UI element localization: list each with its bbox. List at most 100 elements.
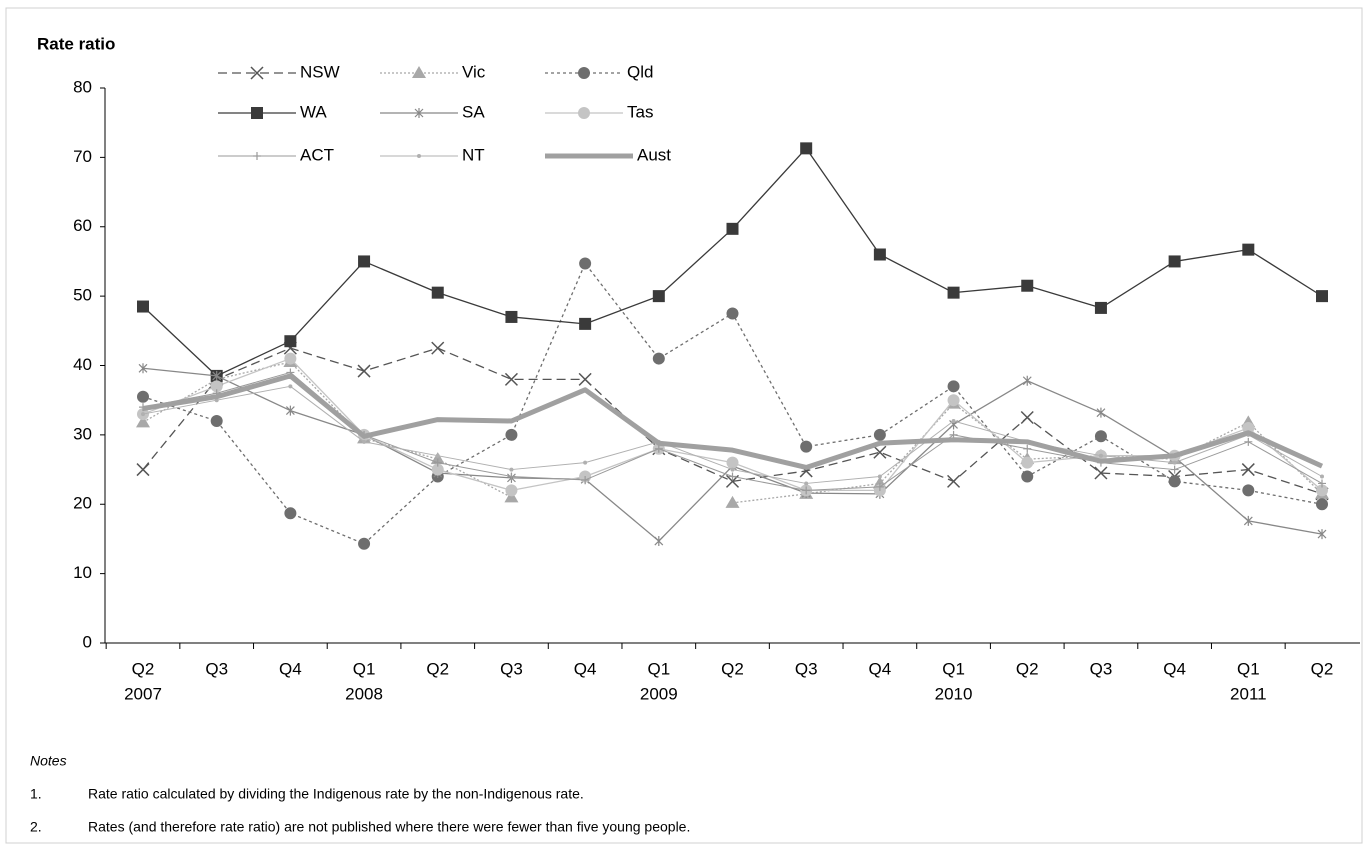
marker [1241, 463, 1255, 477]
x-tick-label: Q1 [1237, 659, 1260, 678]
legend-label: ACT [300, 145, 334, 164]
series-line [142, 347, 1323, 495]
x-tick-label: Q3 [500, 659, 523, 678]
x-tick-label: Q1 [647, 659, 670, 678]
legend-label: NT [462, 145, 485, 164]
legend-label: Qld [627, 62, 653, 81]
marker [873, 428, 886, 441]
marker [800, 440, 813, 453]
marker [1242, 421, 1255, 434]
x-tick-label: Q2 [1016, 659, 1039, 678]
series-line [142, 367, 1323, 542]
marker [1094, 466, 1108, 480]
marker [579, 257, 592, 270]
marker [1021, 279, 1034, 292]
marker [138, 363, 148, 374]
x-tick-label: Q3 [205, 659, 228, 678]
y-tick-label: 20 [73, 494, 92, 513]
marker [431, 286, 444, 299]
marker [1096, 407, 1106, 418]
marker [873, 248, 886, 261]
marker [947, 474, 961, 488]
marker [725, 495, 740, 508]
x-tick-label: Q2 [721, 659, 744, 678]
note-number: 1. [30, 786, 42, 802]
marker [1094, 301, 1107, 314]
marker [652, 352, 665, 365]
x-tick-label: Q1 [353, 659, 376, 678]
note-number: 2. [30, 819, 42, 835]
marker [800, 142, 813, 155]
marker [288, 384, 293, 389]
legend-marker [417, 154, 421, 158]
marker [581, 475, 590, 484]
marker [1168, 255, 1181, 268]
legend-marker [412, 66, 426, 78]
marker [509, 467, 514, 472]
marker [804, 481, 809, 486]
note-text: Rates (and therefore rate ratio) are not… [88, 819, 690, 835]
marker [357, 364, 371, 378]
marker [1317, 529, 1327, 540]
marker [877, 474, 882, 479]
marker [1170, 465, 1179, 474]
marker [1022, 375, 1032, 386]
marker [873, 445, 887, 459]
x-tick-year: 2010 [935, 684, 973, 703]
marker [1242, 484, 1255, 497]
marker [579, 317, 592, 330]
marker [1243, 515, 1253, 526]
marker [728, 472, 737, 481]
marker [947, 380, 960, 393]
marker [947, 394, 960, 407]
x-tick-label: Q4 [869, 659, 892, 678]
legend-marker [414, 108, 424, 118]
y-tick-label: 60 [73, 216, 92, 235]
marker [1320, 474, 1324, 479]
marker [578, 372, 592, 386]
marker [654, 536, 664, 547]
marker [583, 460, 588, 465]
marker [1244, 437, 1253, 446]
marker [730, 467, 735, 472]
y-axis-title: Rate ratio [37, 34, 115, 53]
marker [1316, 498, 1328, 511]
x-tick-label: Q4 [574, 659, 597, 678]
marker [1021, 470, 1034, 483]
marker [210, 415, 223, 427]
marker [358, 537, 371, 550]
marker [433, 458, 442, 467]
legend-label: SA [462, 102, 485, 121]
legend-marker [578, 67, 590, 79]
marker [652, 290, 665, 303]
marker [726, 456, 739, 469]
marker [141, 412, 145, 417]
y-tick-label: 80 [73, 77, 92, 96]
marker [136, 463, 150, 477]
marker [1098, 453, 1103, 458]
chart-border [5, 7, 1363, 844]
x-tick-year: 2007 [124, 684, 162, 703]
marker [431, 463, 444, 476]
marker [951, 419, 956, 423]
x-tick-year: 2009 [640, 684, 678, 703]
series-line [142, 147, 1323, 377]
marker [654, 444, 663, 453]
x-tick-label: Q4 [1163, 659, 1186, 678]
marker [137, 300, 149, 313]
marker [1316, 290, 1328, 303]
marker [1094, 430, 1107, 443]
marker [210, 380, 223, 393]
legend-label: Tas [627, 102, 653, 121]
marker [1168, 475, 1181, 488]
y-tick-label: 50 [73, 286, 92, 305]
marker [284, 352, 297, 365]
marker [284, 507, 297, 520]
series-line [142, 373, 1324, 470]
notes-heading: Notes [30, 753, 67, 769]
legend-label: Vic [462, 62, 486, 81]
y-tick-label: 10 [73, 563, 92, 582]
legend-label: Aust [637, 145, 671, 164]
legend-label: WA [300, 102, 327, 121]
